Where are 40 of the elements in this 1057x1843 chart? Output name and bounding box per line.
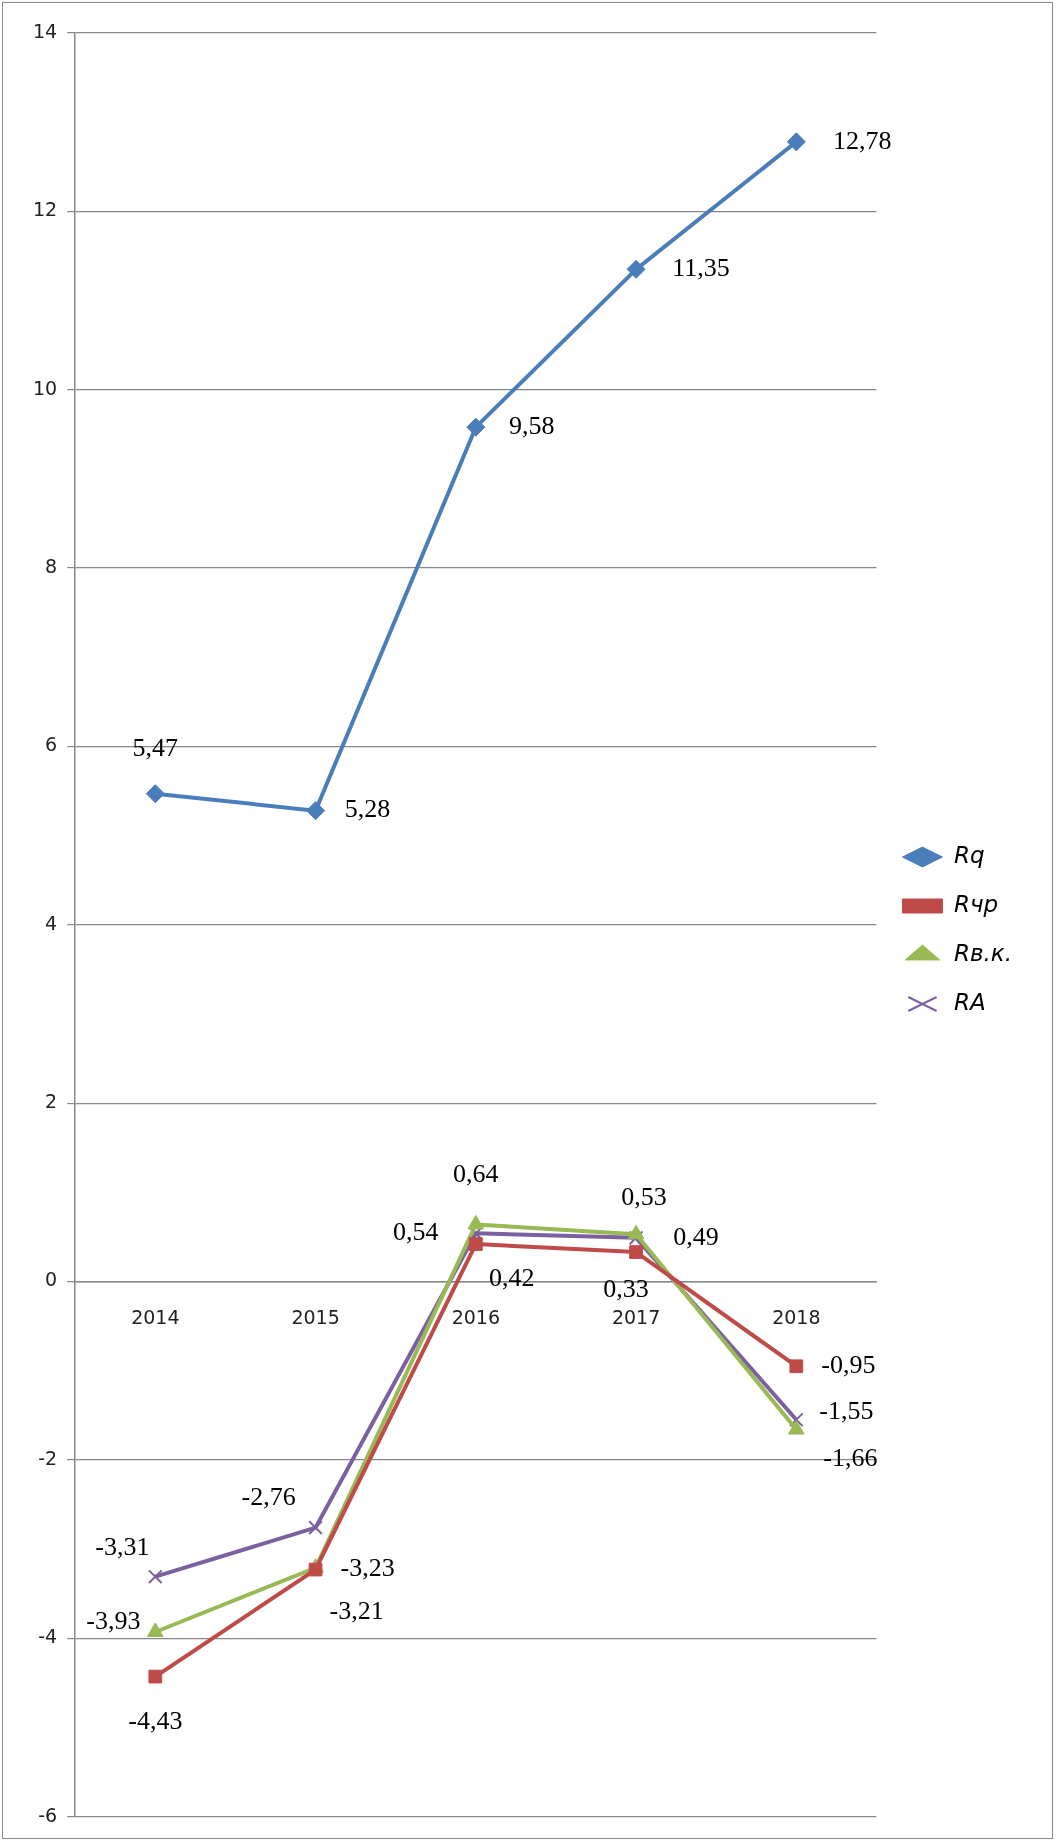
y-tick-label: -4 [38,1625,58,1648]
data-label: -4,43 [128,1706,183,1736]
x-tick-label: 2015 [291,1305,340,1328]
data-label: 12,78 [833,125,892,155]
data-label: 0,53 [621,1182,667,1212]
data-label: 11,35 [672,253,730,283]
data-label: 0,54 [393,1217,439,1247]
data-label: 9,58 [509,411,555,440]
y-tick-label: 8 [45,555,58,578]
y-tick-label: 6 [45,733,58,756]
data-label: 5,28 [344,794,391,824]
data-label: -1,55 [819,1395,874,1425]
data-label: -3,21 [329,1595,384,1625]
y-tick-label: -2 [38,1446,58,1469]
data-label: 0,33 [603,1273,649,1303]
data-label: 0,49 [673,1221,719,1251]
x-tick-label: 2014 [131,1305,180,1328]
legend-label: Rq [953,841,985,868]
data-label: -3,23 [340,1553,395,1583]
y-tick-label: 10 [32,376,58,399]
legend-label: Rв.к. [953,939,1013,966]
y-tick-label: -6 [38,1803,58,1826]
data-label: -2,76 [241,1482,296,1512]
data-label: 5,47 [132,732,179,762]
data-label: 0,42 [489,1262,535,1292]
data-label: -1,66 [823,1443,878,1473]
data-label: -0,95 [821,1350,876,1380]
y-tick-label: 14 [32,19,58,42]
y-tick-label: 4 [45,911,58,934]
y-tick-label: 12 [32,198,58,221]
x-tick-label: 2017 [611,1305,661,1328]
legend-label: Rчр [953,890,999,917]
y-tick-label: 0 [45,1268,58,1291]
y-tick-label: 2 [45,1090,58,1113]
data-label: -3,31 [95,1531,150,1561]
data-label: -3,93 [86,1605,141,1635]
data-label: 0,64 [453,1159,499,1189]
x-tick-label: 2016 [451,1305,500,1328]
legend-label: RA [953,988,986,1015]
x-tick-label: 2018 [772,1305,821,1328]
